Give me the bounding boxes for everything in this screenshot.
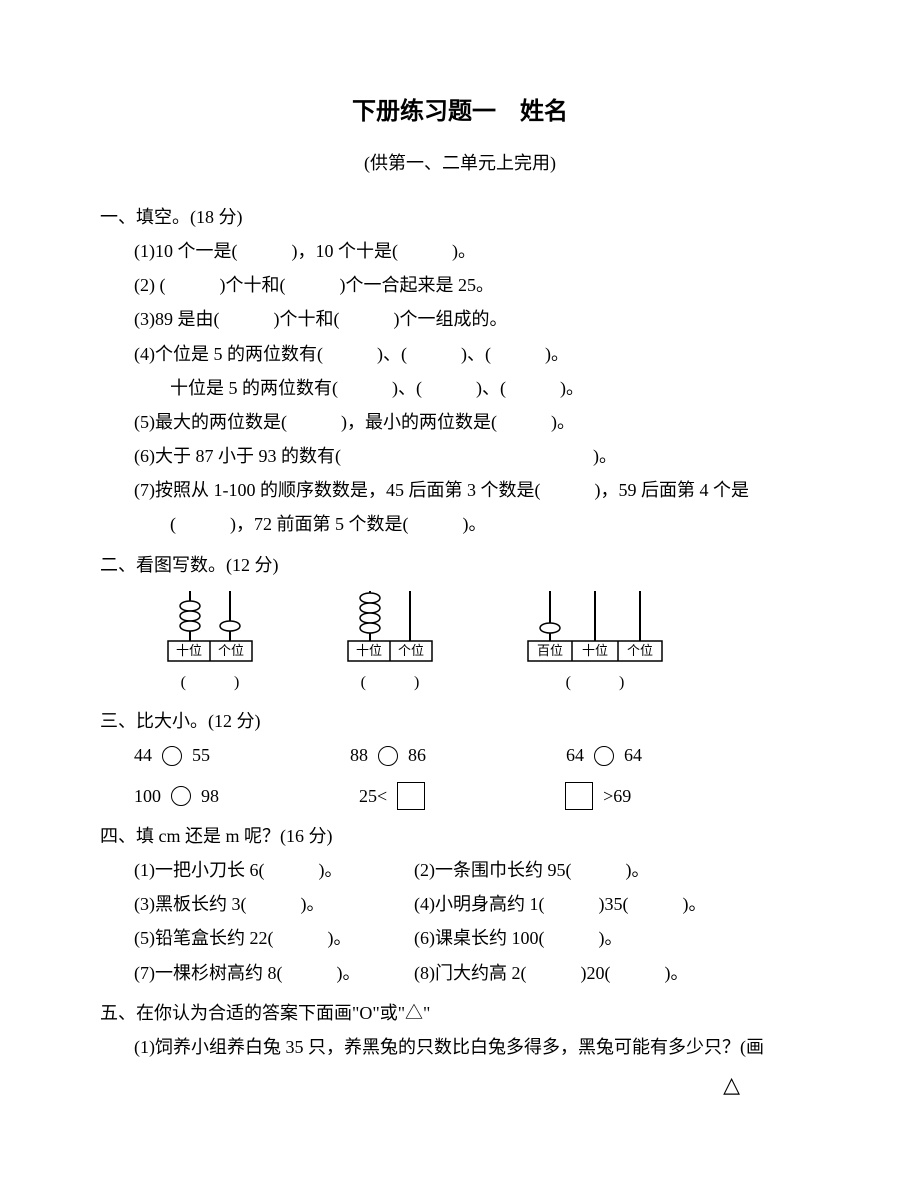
section1-q7b: ( )，72 前面第 5 个数是( )。 [100, 507, 820, 541]
abacus-1: 十位 个位 ( ) [160, 586, 260, 698]
compare-1-b: 55 [192, 738, 210, 772]
section4-header: 四、填 cm 还是 m 呢？(16 分) [100, 819, 820, 853]
abacus-3-answer: ( ) [566, 668, 625, 698]
compare-4-a: 100 [134, 779, 161, 813]
abacus-2-tens-label: 十位 [356, 643, 382, 658]
compare-circle-icon [171, 786, 191, 806]
compare-circle-icon [594, 746, 614, 766]
abacus-row: 十位 个位 ( ) 十位 个位 ( ) 百位 [100, 586, 820, 698]
section1-q2: (2) ( )个十和( )个一合起来是 25。 [100, 268, 820, 302]
section4-q2: (2)一条围巾长约 95( )。 [414, 853, 649, 887]
compare-2-a: 88 [350, 738, 368, 772]
section1-q6: (6)大于 87 小于 93 的数有( )。 [100, 439, 820, 473]
section1-q4b: 十位是 5 的两位数有( )、( )、( )。 [100, 371, 820, 405]
compare-5: 25< [359, 779, 425, 813]
abacus-3-svg: 百位 十位 个位 [520, 586, 670, 666]
compare-3-a: 64 [566, 738, 584, 772]
abacus-1-tens-label: 十位 [176, 643, 202, 658]
page-title: 下册练习题一 姓名 [100, 90, 820, 136]
section5-q1: (1)饲养小组养白兔 35 只，养黑兔的只数比白兔多得多，黑兔可能有多少只？(画 [100, 1030, 820, 1064]
section1-header: 一、填空。(18 分) [100, 200, 820, 234]
abacus-2-svg: 十位 个位 [340, 586, 440, 666]
abacus-2: 十位 个位 ( ) [340, 586, 440, 698]
compare-1-a: 44 [134, 738, 152, 772]
section1-q4a: (4)个位是 5 的两位数有( )、( )、( )。 [100, 337, 820, 371]
abacus-1-ones-label: 个位 [218, 643, 244, 658]
compare-square-icon [565, 782, 593, 810]
section1-q7a: (7)按照从 1-100 的顺序数数是，45 后面第 3 个数是( )，59 后… [100, 473, 820, 507]
compare-row-1: 44 55 88 86 64 64 [100, 738, 820, 772]
unit-row-1: (1)一把小刀长 6( )。 (2)一条围巾长约 95( )。 [100, 853, 820, 887]
abacus-3-hundreds-label: 百位 [537, 643, 563, 658]
section1-q5: (5)最大的两位数是( )，最小的两位数是( )。 [100, 405, 820, 439]
section4-q6: (6)课桌长约 100( )。 [414, 921, 622, 955]
triangle-icon: △ [100, 1064, 820, 1106]
section4-q8: (8)门大约高 2( )20( )。 [414, 956, 688, 990]
compare-square-icon [397, 782, 425, 810]
abacus-1-answer: ( ) [181, 668, 240, 698]
section2-header: 二、看图写数。(12 分) [100, 548, 820, 582]
compare-circle-icon [162, 746, 182, 766]
compare-3: 64 64 [566, 738, 642, 772]
abacus-1-svg: 十位 个位 [160, 586, 260, 666]
compare-2: 88 86 [350, 738, 426, 772]
section4-q1: (1)一把小刀长 6( )。 [134, 853, 414, 887]
unit-row-4: (7)一棵杉树高约 8( )。 (8)门大约高 2( )20( )。 [100, 956, 820, 990]
unit-row-3: (5)铅笔盒长约 22( )。 (6)课桌长约 100( )。 [100, 921, 820, 955]
unit-row-2: (3)黑板长约 3( )。 (4)小明身高约 1( )35( )。 [100, 887, 820, 921]
section1-q1: (1)10 个一是( )，10 个十是( )。 [100, 234, 820, 268]
compare-circle-icon [378, 746, 398, 766]
compare-2-b: 86 [408, 738, 426, 772]
section1-q3: (3)89 是由( )个十和( )个一组成的。 [100, 302, 820, 336]
compare-4-b: 98 [201, 779, 219, 813]
abacus-3: 百位 十位 个位 ( ) [520, 586, 670, 698]
compare-1: 44 55 [134, 738, 210, 772]
section3-header: 三、比大小。(12 分) [100, 704, 820, 738]
abacus-3-ones-label: 个位 [627, 643, 653, 658]
abacus-2-answer: ( ) [361, 668, 420, 698]
abacus-2-ones-label: 个位 [398, 643, 424, 658]
compare-4: 100 98 [134, 779, 219, 813]
compare-6: >69 [565, 779, 631, 813]
page-subtitle: (供第一、二单元上完用) [100, 146, 820, 180]
compare-6-b: >69 [603, 779, 631, 813]
section4-q7: (7)一棵杉树高约 8( )。 [134, 956, 414, 990]
section4-q4: (4)小明身高约 1( )35( )。 [414, 887, 706, 921]
abacus-3-tens-label: 十位 [582, 643, 608, 658]
section5-header: 五、在你认为合适的答案下面画"O"或"△" [100, 996, 820, 1030]
compare-row-2: 100 98 25< >69 [100, 779, 820, 813]
compare-5-a: 25< [359, 779, 387, 813]
section4-q5: (5)铅笔盒长约 22( )。 [134, 921, 414, 955]
section4-q3: (3)黑板长约 3( )。 [134, 887, 414, 921]
compare-3-b: 64 [624, 738, 642, 772]
